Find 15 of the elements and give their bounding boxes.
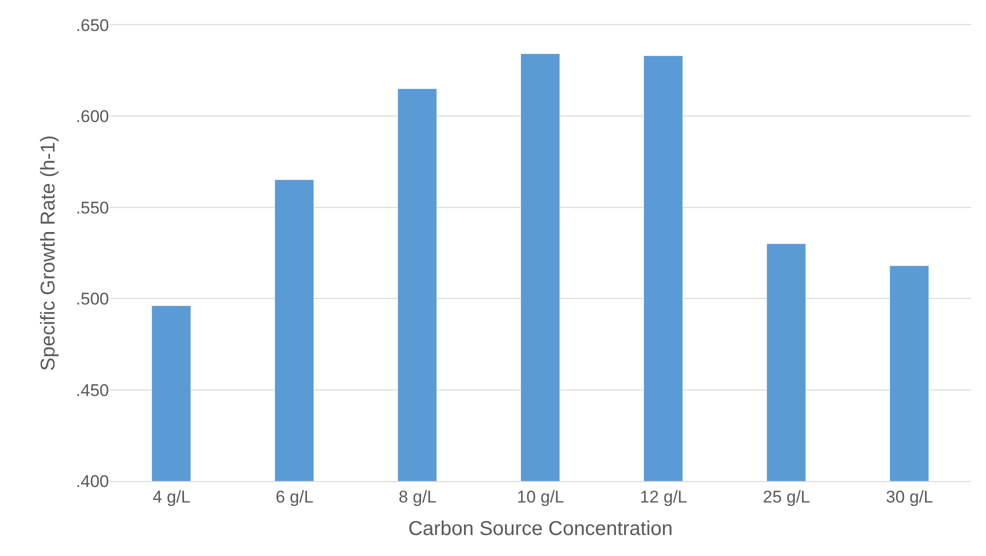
x-tick-label: 6 g/L bbox=[276, 487, 314, 506]
y-tick-label: .400 bbox=[76, 472, 109, 491]
y-tick-label: .500 bbox=[76, 290, 109, 309]
y-tick-label: .650 bbox=[76, 16, 109, 35]
x-tick-label: 4 g/L bbox=[152, 487, 190, 506]
x-tick-label: 10 g/L bbox=[516, 487, 564, 506]
y-tick-label: .600 bbox=[76, 107, 109, 126]
x-tick-label: 25 g/L bbox=[762, 487, 810, 506]
y-axis-title: Specific Growth Rate (h-1) bbox=[37, 135, 60, 371]
x-tick-label: 12 g/L bbox=[640, 487, 688, 506]
x-tick-label: 30 g/L bbox=[886, 487, 934, 506]
y-tick-label: .550 bbox=[76, 198, 109, 218]
x-axis-title: Carbon Source Concentration bbox=[408, 518, 673, 540]
x-tick-label: 8 g/L bbox=[398, 487, 436, 506]
y-tick-label: .450 bbox=[76, 380, 109, 400]
